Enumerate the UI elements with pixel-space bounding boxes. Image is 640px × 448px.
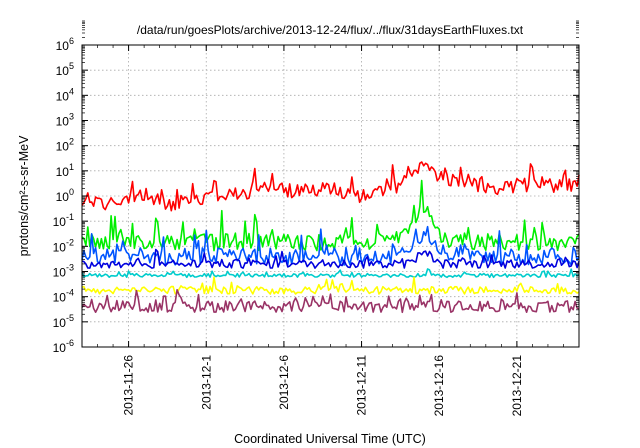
y-tick-base: 10 <box>53 341 67 355</box>
y-tick-base: 10 <box>53 215 67 229</box>
y-tick-labels: 10610510410310210110010-110-210-310-410-… <box>53 36 74 355</box>
series-line <box>81 268 580 279</box>
y-tick-exponent: 4 <box>69 86 74 96</box>
y-tick-label: 100 <box>56 187 74 204</box>
chart-title: /data/run/goesPlots/archive/2013-12-24/f… <box>137 23 524 37</box>
y-tick-base: 10 <box>56 64 70 78</box>
y-tick-label: 10-5 <box>53 313 74 330</box>
y-tick-label: 10-6 <box>53 338 74 355</box>
ticks <box>81 20 580 348</box>
series-line <box>81 248 580 269</box>
y-tick-exponent: -6 <box>66 338 74 348</box>
y-tick-exponent: 2 <box>69 137 74 147</box>
x-tick-label: 2013-12-6 <box>277 355 291 410</box>
y-tick-label: 10-1 <box>53 212 74 229</box>
y-tick-base: 10 <box>56 165 70 179</box>
series-layer <box>81 161 580 314</box>
y-tick-exponent: -5 <box>66 313 74 323</box>
y-tick-exponent: 3 <box>69 112 74 122</box>
series-line <box>81 225 580 266</box>
x-tick-labels: 2013-11-26 2013-12-1 2013-12-6 2013-12-11 20… <box>122 355 524 417</box>
y-tick-exponent: -2 <box>66 237 74 247</box>
y-tick-label: 103 <box>56 112 74 129</box>
y-tick-base: 10 <box>56 115 70 129</box>
y-tick-label: 101 <box>56 162 74 179</box>
y-tick-base: 10 <box>53 291 67 305</box>
x-tick-label: 2013-12-16 <box>432 355 446 417</box>
x-axis-title: Coordinated Universal Time (UTC) <box>234 432 426 446</box>
y-axis-title: protons/cm²-s-sr-MeV <box>17 135 31 257</box>
y-tick-base: 10 <box>53 316 67 330</box>
y-tick-base: 10 <box>56 140 70 154</box>
y-tick-base: 10 <box>56 190 70 204</box>
y-tick-exponent: 0 <box>69 187 74 197</box>
series-line <box>81 288 580 314</box>
y-tick-label: 106 <box>56 36 74 53</box>
y-tick-exponent: 1 <box>69 162 74 172</box>
series-line <box>81 179 580 252</box>
y-tick-label: 10-3 <box>53 263 74 280</box>
y-tick-base: 10 <box>56 89 70 103</box>
y-tick-base: 10 <box>53 266 67 280</box>
y-tick-label: 102 <box>56 137 74 154</box>
x-tick-label: 2013-12-1 <box>199 355 213 410</box>
y-tick-exponent: 5 <box>69 61 74 71</box>
y-tick-label: 105 <box>56 61 74 78</box>
y-tick-exponent: -4 <box>66 288 74 298</box>
y-tick-label: 10-4 <box>53 288 74 305</box>
x-tick-label: 2013-12-11 <box>355 355 369 416</box>
series-line <box>81 276 580 295</box>
y-tick-exponent: -1 <box>66 212 74 222</box>
y-tick-label: 104 <box>56 86 74 103</box>
y-tick-exponent: 6 <box>69 36 74 46</box>
y-tick-exponent: -3 <box>66 263 74 273</box>
series-line <box>81 161 580 212</box>
y-tick-base: 10 <box>56 39 70 53</box>
x-tick-label: 2013-12-21 <box>510 355 524 417</box>
x-tick-label: 2013-11-26 <box>122 355 136 416</box>
y-tick-base: 10 <box>53 240 67 254</box>
y-tick-label: 10-2 <box>53 237 74 254</box>
